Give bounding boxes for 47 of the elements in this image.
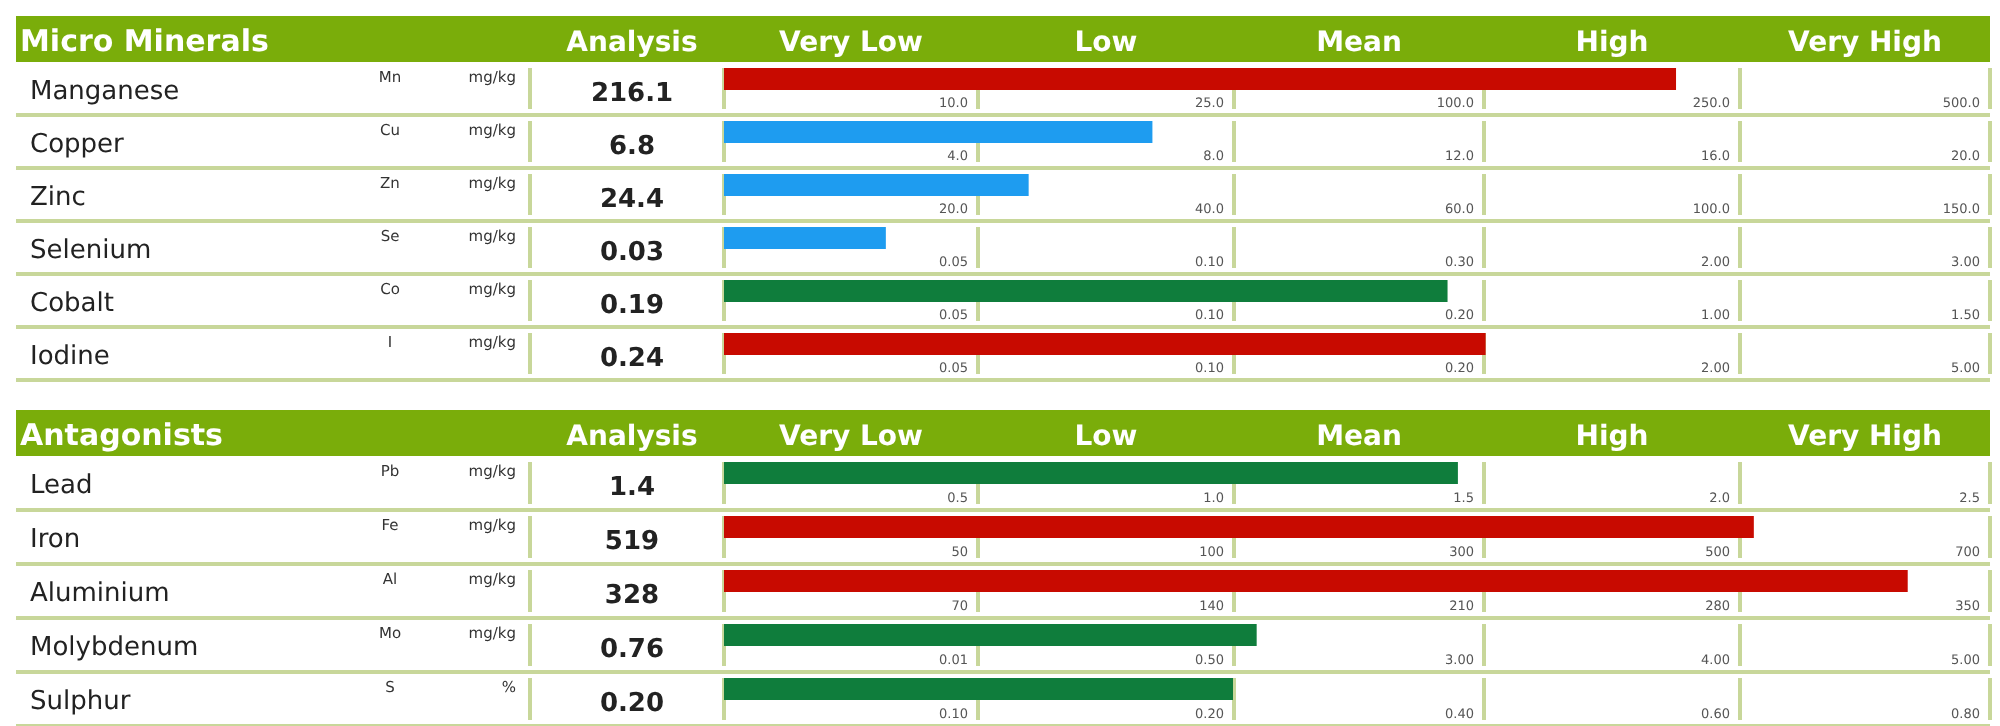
bar	[724, 624, 1257, 646]
y-tick-label: Molybdenum	[30, 633, 199, 663]
text: High	[1575, 421, 1649, 453]
text: Mean	[1316, 421, 1402, 453]
y-tick-label: Zinc	[30, 182, 86, 213]
y-tick-label: Cobalt	[30, 288, 114, 319]
text: High	[1575, 27, 1649, 59]
y-tick-label: Aluminium	[30, 579, 170, 609]
bar	[724, 333, 1486, 355]
y-tick-label: Iron	[30, 525, 81, 555]
bar	[724, 68, 1677, 90]
text: Very Low	[779, 27, 924, 59]
text: 216.1	[590, 78, 674, 109]
text: Very Low	[779, 421, 924, 453]
y-tick-label: Lead	[30, 471, 93, 501]
bar	[724, 678, 1233, 700]
bar	[724, 462, 1458, 484]
text: 0.20	[599, 689, 665, 719]
text: 519	[604, 527, 660, 557]
y-tick-label: Manganese	[30, 76, 180, 107]
text: 0.03	[599, 237, 665, 268]
bar	[724, 280, 1448, 302]
text: Analysis	[566, 421, 698, 453]
bar	[724, 570, 1908, 592]
text: Very High	[1788, 27, 1942, 59]
bar	[724, 174, 1029, 196]
text: Mean	[1316, 27, 1402, 59]
text: Micro Minerals	[20, 23, 269, 59]
y-tick-label: Sulphur	[30, 687, 132, 717]
text: 6.8	[608, 131, 656, 162]
text: 1.4	[608, 473, 656, 503]
y-tick-label: Selenium	[30, 235, 152, 266]
text: Antagonists	[20, 417, 224, 453]
text: 0.24	[599, 343, 665, 374]
y-tick-label: Copper	[30, 129, 126, 160]
text: 328	[604, 581, 660, 611]
bar	[724, 121, 1153, 143]
text: Low	[1074, 27, 1138, 59]
text: 24.4	[599, 184, 665, 215]
text: 0.76	[599, 635, 665, 665]
text: Very High	[1788, 421, 1942, 453]
y-tick-label: Iodine	[30, 341, 110, 372]
bar	[724, 516, 1754, 538]
text: Analysis	[566, 27, 698, 59]
text: 0.19	[599, 290, 665, 321]
bar	[724, 227, 886, 249]
text: Low	[1074, 421, 1138, 453]
